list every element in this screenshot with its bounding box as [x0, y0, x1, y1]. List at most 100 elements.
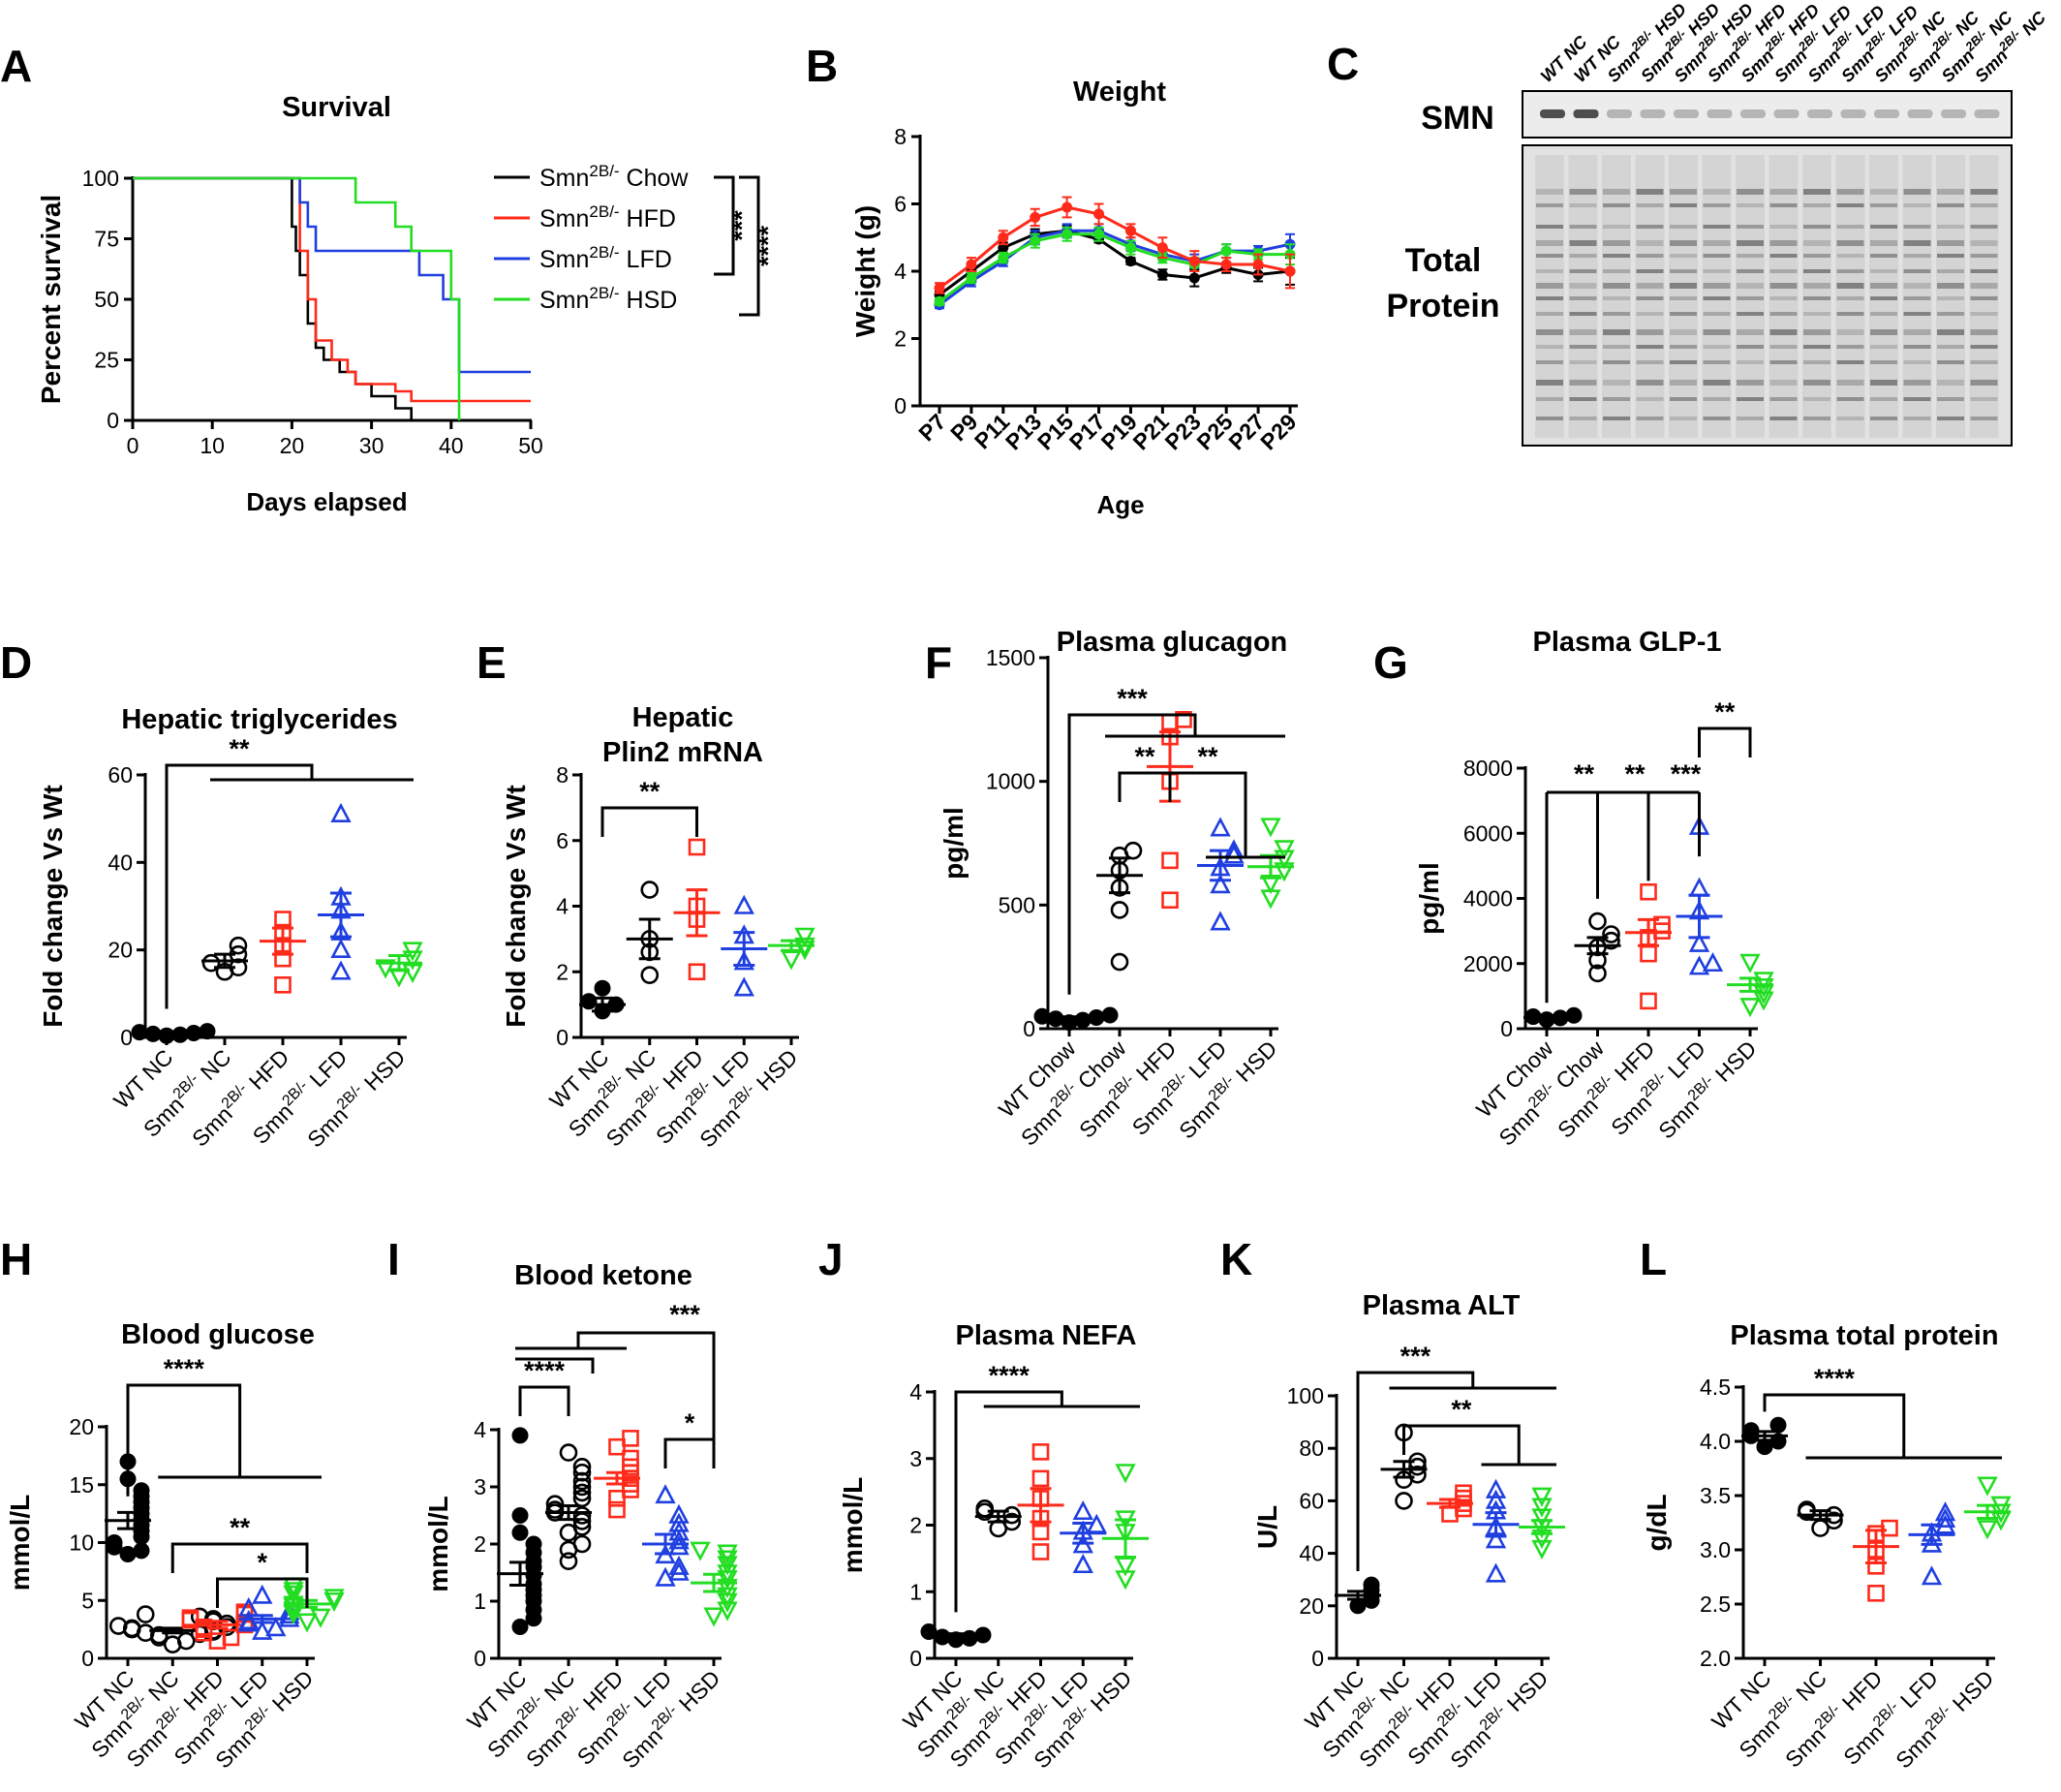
blot-band [1569, 380, 1597, 386]
blot-band [1970, 296, 1998, 300]
y-tick-label: 4 [474, 1417, 486, 1442]
data-point [402, 950, 423, 971]
blot-band [1603, 397, 1630, 401]
blot-band [1703, 296, 1731, 300]
y-tick-label: 4000 [1463, 886, 1513, 911]
y-tick-label: 0 [107, 408, 119, 433]
blot-band [1636, 380, 1664, 386]
sig-label: * [685, 1408, 695, 1437]
cat-diet: HSD [747, 1044, 802, 1099]
data-point [1921, 1565, 1943, 1586]
data-point [572, 1489, 592, 1508]
blot-band [1536, 312, 1563, 316]
y-tick-label: 2 [474, 1531, 486, 1557]
data-point [1531, 1539, 1553, 1560]
panel-e: E Hepatic Plin2 mRNA 0 2 4 6 8 Fold change Vs Wt… [477, 637, 815, 1153]
y-tick-label: 100 [82, 166, 119, 191]
data-point [199, 1023, 216, 1040]
data-point [1688, 955, 1710, 975]
blot-band [1569, 329, 1597, 335]
blot-band [1803, 397, 1830, 401]
blot-band [1636, 397, 1664, 401]
blot-band [1803, 296, 1830, 300]
data-point [1485, 1529, 1507, 1549]
legend-entry: Smn2B/- HFD [539, 202, 676, 232]
data-point [375, 959, 396, 979]
panel-label: D [0, 637, 32, 688]
data-point [1260, 818, 1281, 838]
sig-label: * [257, 1548, 267, 1577]
y-tick-label: 60 [108, 762, 133, 788]
blot-band [1836, 240, 1864, 246]
sig-label: *** [1671, 759, 1702, 788]
blot-band [1836, 345, 1864, 349]
sig-bracket [1698, 726, 1752, 757]
y-tick-label: 20 [69, 1414, 94, 1439]
y-tick-label: 500 [999, 892, 1035, 917]
blot-band [1803, 345, 1830, 349]
data-point [1739, 998, 1761, 1018]
blot-band [1937, 203, 1964, 207]
data-point [1110, 952, 1129, 972]
blot-band [1636, 345, 1664, 349]
y-tick-label: 0 [909, 1646, 922, 1671]
blot-band [1970, 240, 1998, 246]
data-point [622, 1430, 639, 1447]
sig-label: *** [1400, 1342, 1431, 1371]
blot-band [1803, 240, 1830, 246]
data-point [525, 1535, 542, 1553]
blot-band [1536, 254, 1563, 258]
blot-band [1970, 283, 1998, 289]
data-point [640, 966, 660, 984]
cat-diet: HSD [1497, 1665, 1553, 1720]
blot-band [1870, 240, 1897, 246]
blot-band [1937, 329, 1964, 335]
data-point [1188, 272, 1200, 284]
blot-band [1737, 254, 1764, 258]
blot-band [1803, 417, 1830, 420]
sig-bracket [518, 1385, 570, 1416]
sig-label: ** [230, 1513, 251, 1542]
y-tick-label: 1000 [986, 769, 1035, 794]
y-tick-label: 1 [909, 1579, 922, 1604]
data-point [1110, 901, 1129, 919]
y-tick-label: 2000 [1463, 951, 1513, 976]
y-tick-label: 6 [556, 828, 569, 853]
data-point [655, 1566, 676, 1587]
legend-base: Smn [539, 246, 589, 273]
blot-band [1603, 345, 1630, 349]
blot-band [1970, 397, 1998, 401]
blot-band [1607, 109, 1632, 118]
blot-band [1703, 203, 1731, 207]
data-point [966, 259, 977, 270]
y-tick-label: 4.0 [1700, 1429, 1731, 1454]
legend-entry: Smn2B/- HSD [539, 284, 677, 314]
data-point [238, 1596, 260, 1617]
blot-band [1903, 360, 1931, 364]
sig-bracket [1356, 1371, 1475, 1571]
panel-title: Survival [282, 92, 391, 123]
data-point [668, 1555, 690, 1575]
blot-band [1836, 397, 1864, 401]
sig-label: **** [989, 1361, 1030, 1390]
legend-entry: Smn2B/- LFD [539, 243, 672, 273]
blot-band [1569, 360, 1597, 364]
y-tick-label: 6 [894, 192, 907, 217]
sig-bracket [216, 1577, 309, 1608]
blot-lane [1902, 155, 1932, 438]
blot-band [1670, 397, 1697, 401]
cat-diet: HSD [1226, 1035, 1281, 1091]
data-point [274, 911, 292, 928]
cat-diet: HSD [669, 1665, 724, 1720]
panel-d: D Hepatic triglycerides 0 20 40 60 Fold change… [0, 637, 423, 1153]
data-point [119, 1545, 137, 1562]
blot-band [1536, 296, 1563, 300]
data-point [1033, 1007, 1051, 1025]
y-tick-label: 20 [108, 938, 133, 963]
cat-diet: HSD [1706, 1035, 1761, 1091]
blot-band [1836, 360, 1864, 364]
blot-band [1569, 283, 1597, 289]
blot-band [1870, 296, 1897, 300]
data-point [622, 1458, 639, 1476]
blot-band [1636, 240, 1664, 246]
